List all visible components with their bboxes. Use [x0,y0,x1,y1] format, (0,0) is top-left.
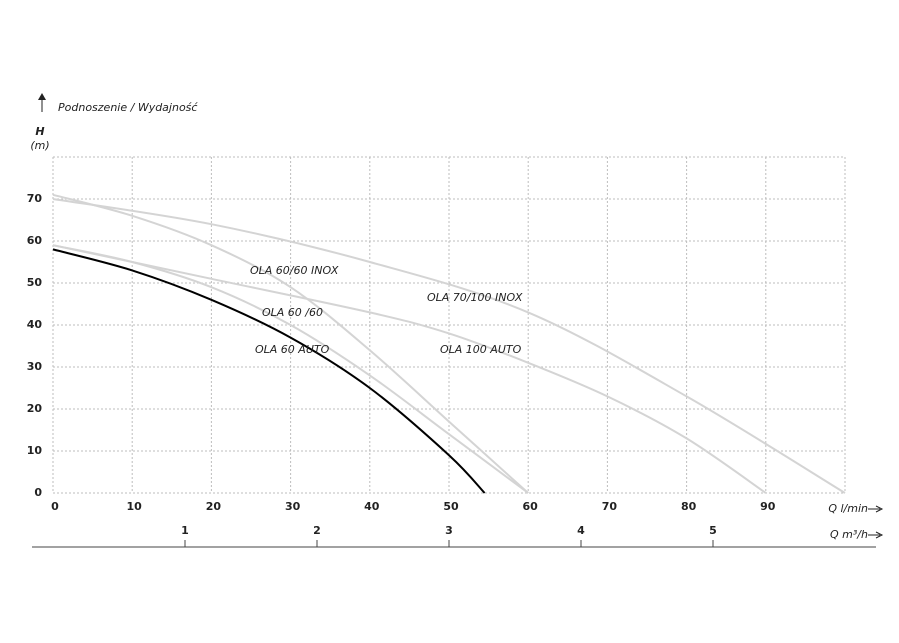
x-tick-label: 70 [602,500,618,513]
x-tick-label: 50 [443,500,459,513]
series-label: OLA 60/60 INOX [250,264,339,277]
series-label: OLA 70/100 INOX [427,291,523,304]
x2-tick-label: 2 [313,524,321,537]
y-tick-label: 50 [27,276,43,289]
x-tick-label: 80 [681,500,697,513]
x2-axis-label: Q m³/h [830,528,868,541]
series-label: OLA 60 /60 [262,306,323,319]
y-tick-label: 70 [27,192,43,205]
chart-title: Podnoszenie / Wydajność [58,101,198,114]
x-tick-label: 90 [760,500,776,513]
x-tick-label: 30 [285,500,301,513]
x2-arrow [868,531,884,539]
x-axis-label: Q l/min [828,502,868,515]
x-tick-label: 20 [206,500,222,513]
series-label: OLA 100 AUTO [440,343,522,356]
y-tick-label: 10 [27,444,43,457]
x-tick-label: 40 [364,500,380,513]
series-label: OLA 60 AUTO [255,343,330,356]
x-tick-label: 10 [127,500,143,513]
y-tick-label: 30 [27,360,43,373]
y-tick-label: 40 [27,318,43,331]
curve [52,193,529,494]
y-axis-label: H [35,125,44,138]
x2-tick-label: 5 [709,524,717,537]
x-arrow [868,505,884,513]
y-tick-label: 60 [27,234,43,247]
curve [52,248,486,494]
y-arrow-head [38,93,46,100]
x2-tick-label: 4 [577,524,585,537]
x2-tick-label: 1 [181,524,189,537]
x-tick-label: 0 [51,500,59,513]
y-axis-unit: (m) [30,139,49,152]
x2-tick-label: 3 [445,524,453,537]
y-tick-label: 0 [34,486,42,499]
curve [52,244,767,494]
y-tick-label: 20 [27,402,43,415]
curve [52,198,846,494]
x-tick-label: 60 [523,500,539,513]
